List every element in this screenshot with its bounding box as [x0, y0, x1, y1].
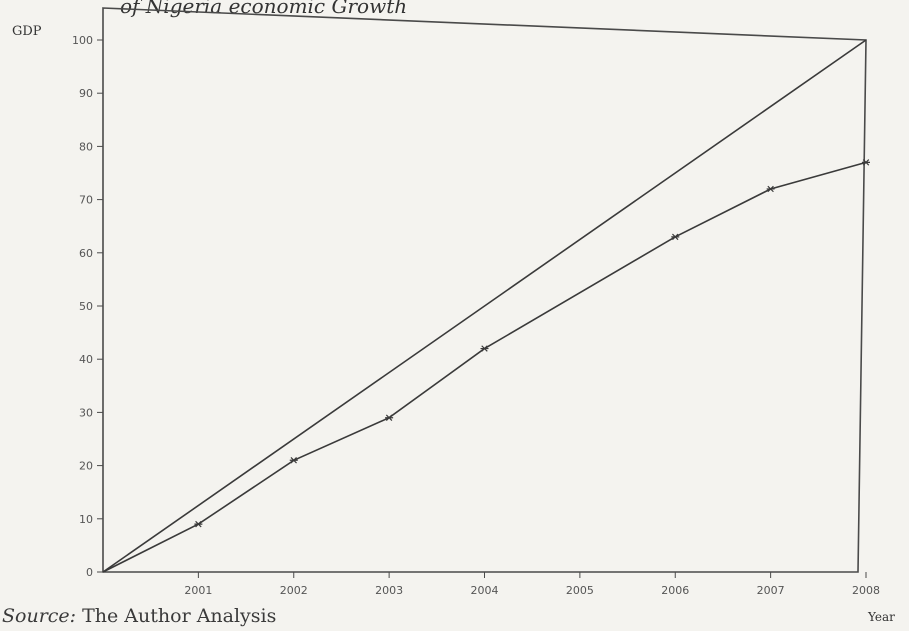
plot-frame: [102, 7, 867, 573]
x-tick-label: 2005: [566, 584, 594, 597]
x-tick-label: 2002: [280, 584, 308, 597]
chart-title: of Nigeria economic Growth: [120, 0, 408, 18]
data-point-star: [862, 159, 870, 166]
x-axis-label: Year: [868, 610, 895, 624]
source-note: Source: The Author Analysis: [2, 605, 276, 627]
x-tick-label: 2006: [661, 584, 689, 597]
y-tick-label: 50: [79, 300, 93, 313]
y-tick-label: 100: [72, 34, 93, 47]
source-label: Source:: [2, 605, 77, 627]
data-point-star: [766, 185, 775, 193]
series-line-1: [102, 39, 867, 573]
y-tick-label: 10: [79, 513, 93, 526]
y-tick-label: 90: [79, 87, 93, 100]
y-tick-label: 80: [79, 140, 93, 153]
data-point-star: [385, 414, 394, 421]
x-tick-label: 2007: [757, 584, 785, 597]
x-tick-label: 2001: [184, 584, 212, 597]
data-point-star: [194, 520, 203, 528]
y-tick-label: 20: [79, 460, 93, 473]
x-tick-label: 2004: [471, 584, 499, 597]
data-point-star: [480, 345, 489, 352]
y-tick-label: 60: [79, 247, 93, 260]
x-tick-label: 2008: [852, 584, 880, 597]
source-text: The Author Analysis: [82, 605, 277, 627]
y-axis-label: GDP: [12, 24, 42, 39]
y-tick-label: 0: [86, 566, 93, 579]
data-point-star: [671, 233, 680, 241]
y-tick-label: 30: [79, 406, 93, 419]
x-tick-label: 2003: [375, 584, 403, 597]
y-tick-label: 70: [79, 194, 93, 207]
data-point-star: [289, 457, 298, 464]
series-line-2: [102, 161, 867, 573]
y-tick-label: 40: [79, 353, 93, 366]
